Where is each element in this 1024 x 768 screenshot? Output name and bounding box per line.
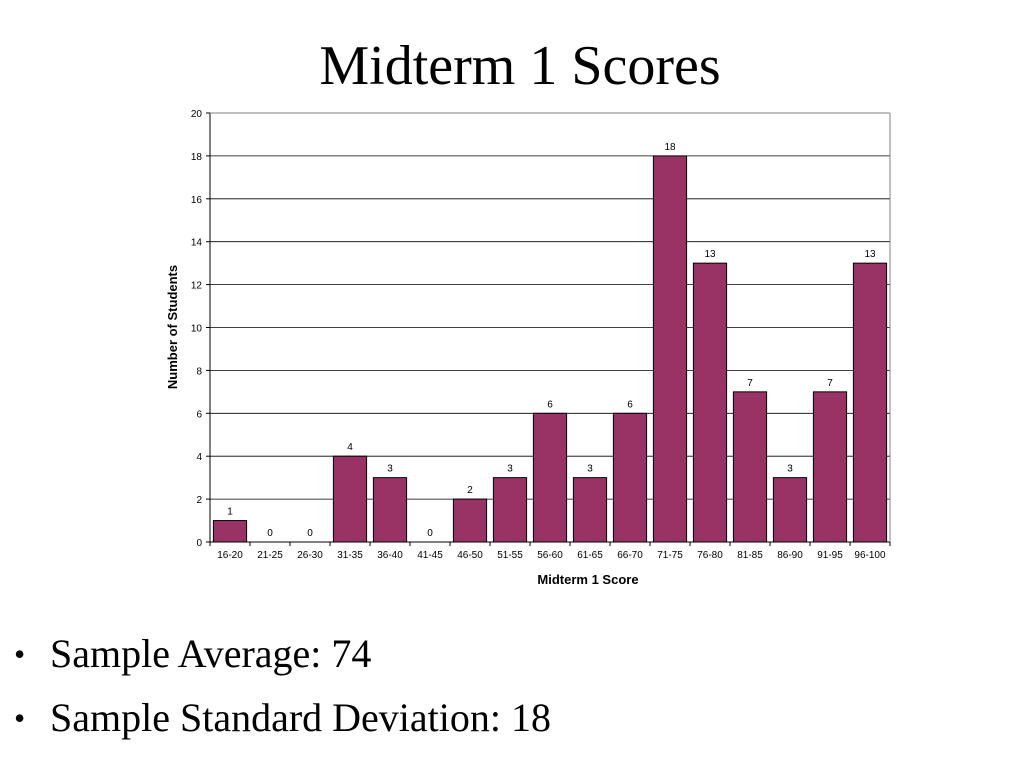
- bar-36-40: [372, 477, 408, 543]
- y-tick-label: 14: [191, 238, 203, 249]
- bar-46-50: [452, 498, 488, 543]
- x-tick-label: 61-65: [577, 550, 603, 561]
- x-tick-label: 81-85: [737, 550, 763, 561]
- y-tick-labels: 0 2 4 6 8 10 12 14 16 18 20: [191, 109, 203, 549]
- data-label: 13: [704, 249, 716, 260]
- y-tick-label: 18: [191, 152, 203, 163]
- x-tick-label: 66-70: [617, 550, 643, 561]
- y-tick-label: 2: [196, 495, 202, 506]
- bar-31-35: [332, 455, 368, 543]
- bar-91-95: [812, 391, 848, 543]
- bars: [212, 155, 888, 543]
- data-label: 3: [587, 464, 593, 475]
- bullet-sample-average: • Sample Average: 74: [14, 622, 551, 686]
- x-tick-label: 41-45: [417, 550, 443, 561]
- data-label: 3: [787, 464, 793, 475]
- x-tick-label: 76-80: [697, 550, 723, 561]
- summary-bullets: • Sample Average: 74 • Sample Standard D…: [14, 622, 551, 750]
- x-tick-label: 46-50: [457, 550, 483, 561]
- x-tick-labels: 16-20 21-25 26-30 31-35 36-40 41-45 46-50 51-55…: [217, 550, 886, 561]
- y-tick-label: 4: [196, 452, 202, 463]
- data-label: 13: [864, 249, 876, 260]
- data-label: 3: [507, 464, 513, 475]
- bar-61-65: [572, 477, 608, 543]
- x-tick-label: 36-40: [377, 550, 403, 561]
- x-axis-title: Midterm 1 Score: [537, 572, 638, 587]
- data-label: 3: [387, 464, 393, 475]
- bullet-marker: •: [14, 636, 26, 672]
- y-tick-label: 8: [196, 366, 202, 377]
- y-tick-label: 12: [191, 281, 203, 292]
- data-label: 0: [267, 528, 273, 539]
- data-labels: 1 0 0 4 3 0 2 3 6 3 6 18 13 7 3 7 13: [227, 142, 876, 539]
- x-tick-label: 16-20: [217, 550, 243, 561]
- bullet-marker: •: [14, 700, 26, 736]
- x-tick-label: 21-25: [257, 550, 283, 561]
- bar-16-20: [212, 520, 248, 543]
- y-tick-label: 16: [191, 195, 203, 206]
- x-tick-label: 86-90: [777, 550, 803, 561]
- y-tick-label: 10: [191, 324, 203, 335]
- x-tick-label: 26-30: [297, 550, 323, 561]
- data-label: 7: [747, 378, 753, 389]
- bar-56-60: [532, 412, 568, 543]
- sample-std-dev-text: Sample Standard Deviation: 18: [50, 695, 552, 740]
- data-label: 2: [467, 485, 473, 496]
- data-label: 6: [547, 399, 553, 410]
- slide-title: Midterm 1 Scores: [319, 35, 721, 97]
- y-tick-label: 6: [196, 409, 202, 420]
- bar-51-55: [492, 477, 528, 543]
- x-tick-label: 51-55: [497, 550, 523, 561]
- x-tick-label: 91-95: [817, 550, 843, 561]
- bar-96-100: [852, 262, 888, 543]
- y-tick-label: 0: [196, 538, 202, 549]
- x-tick-label: 56-60: [537, 550, 563, 561]
- data-label: 6: [627, 399, 633, 410]
- bar-76-80: [692, 262, 728, 543]
- x-tick-label: 96-100: [854, 550, 886, 561]
- bullet-sample-std-dev: • Sample Standard Deviation: 18: [14, 686, 551, 750]
- sample-average-text: Sample Average: 74: [50, 631, 372, 676]
- data-label: 4: [347, 442, 353, 453]
- y-tick-label: 20: [191, 109, 203, 120]
- bar-86-90: [772, 477, 808, 543]
- bar-66-70: [612, 412, 648, 543]
- x-tick-label: 71-75: [657, 550, 683, 561]
- data-label: 18: [664, 142, 676, 153]
- data-label: 0: [307, 528, 313, 539]
- data-label: 0: [427, 528, 433, 539]
- data-label: 7: [827, 378, 833, 389]
- bar-71-75: [652, 155, 688, 543]
- data-label: 1: [227, 507, 233, 518]
- bar-81-85: [732, 391, 768, 543]
- x-tick-label: 31-35: [337, 550, 363, 561]
- y-axis-title: Number of Students: [165, 265, 180, 389]
- plot-frame: [209, 112, 891, 543]
